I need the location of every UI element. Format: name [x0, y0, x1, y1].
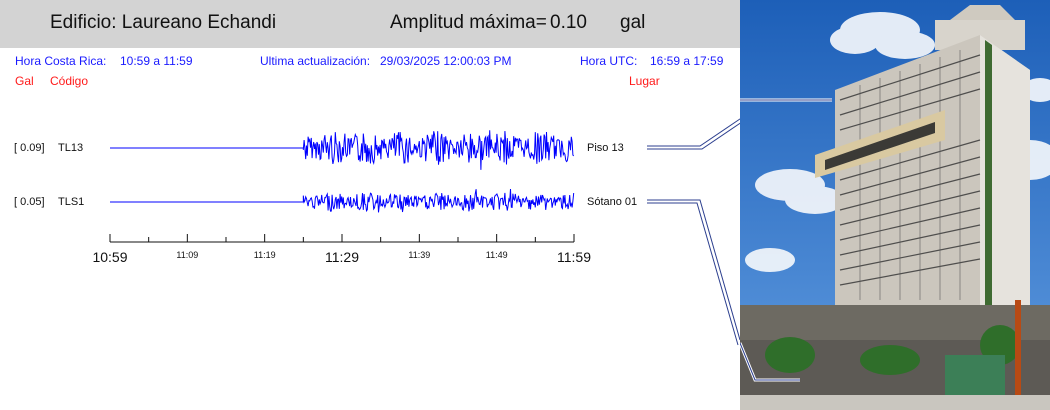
x-tick-label-minor: 11:39 [408, 250, 430, 260]
header-bar: Edificio: Laureano Echandi Amplitud máxi… [0, 0, 740, 48]
max-amplitude-unit: gal [620, 12, 646, 33]
row-2-code: TLS1 [58, 196, 85, 208]
connector-line-piso-13 [647, 99, 740, 147]
max-amplitude-value: 0.10 [550, 12, 587, 33]
update-value: 29/03/2025 12:00:03 PM [380, 54, 512, 68]
gal-column-header: Gal [15, 74, 34, 88]
update-label: Ultima actualización: [260, 54, 371, 68]
row-2-place: Sótano 01 [587, 196, 638, 208]
row-1-place: Piso 13 [587, 142, 624, 154]
utc-time-range: 16:59 a 17:59 [650, 54, 724, 68]
row-1-code: TL13 [58, 142, 84, 154]
connector-line-sotano-01 [647, 202, 739, 346]
trace-tl13 [110, 130, 575, 170]
building-photo [740, 0, 1050, 410]
x-tick-label-major: 11:59 [557, 249, 591, 265]
row-1-gal: [ 0.09] [14, 142, 45, 154]
x-tick-label-major: 10:59 [92, 249, 127, 265]
cr-time-range: 10:59 a 11:59 [120, 54, 193, 68]
x-tick-label-minor: 11:49 [486, 250, 508, 260]
connector-line-sotano-01 [647, 199, 740, 341]
place-column-header: Lugar [629, 74, 660, 88]
building-title: Edificio: Laureano Echandi [50, 12, 277, 33]
connector-line-piso-13 [647, 102, 740, 150]
seismogram-chart: 10:59 11:29 11:59 11:09 11:19 11:39 11:49 [92, 99, 740, 346]
max-amplitude-label: Amplitud máxima= [390, 12, 547, 33]
row-2-gal: [ 0.05] [14, 196, 45, 208]
x-tick-label-major: 11:29 [325, 249, 359, 265]
code-column-header: Código [50, 74, 89, 88]
x-tick-label-minor: 11:09 [176, 250, 198, 260]
x-tick-label-minor: 11:19 [254, 250, 276, 260]
cr-time-label: Hora Costa Rica: [15, 54, 107, 68]
trace-tls1 [110, 188, 575, 213]
utc-time-label: Hora UTC: [580, 54, 638, 68]
